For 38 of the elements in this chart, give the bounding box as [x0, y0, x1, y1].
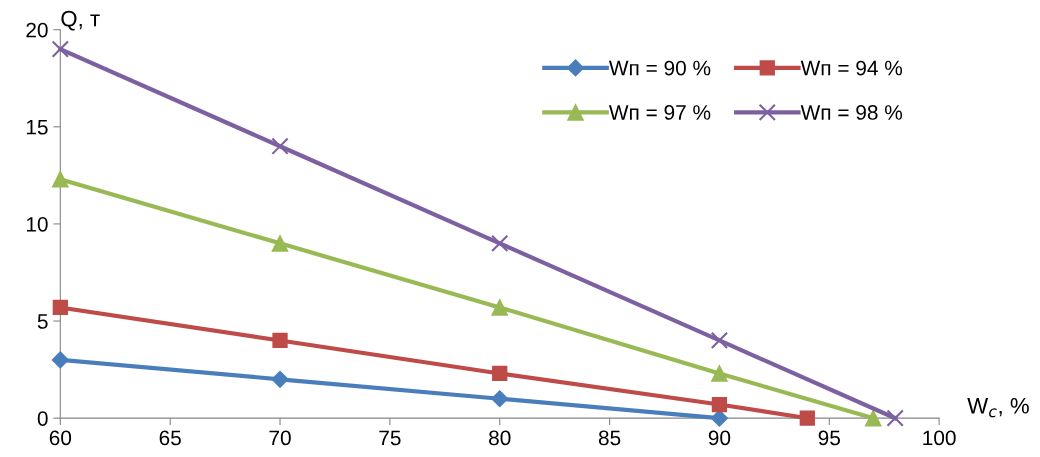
point	[272, 332, 288, 349]
point	[864, 409, 882, 427]
x-tick-label: 70	[269, 430, 291, 446]
x-tick-label: 100	[923, 430, 956, 446]
point	[271, 370, 289, 388]
legend-label: Wп = 98 %	[800, 105, 903, 120]
point	[886, 409, 904, 427]
x-tick-label: 85	[598, 430, 621, 446]
point	[271, 137, 289, 155]
x-axis-title: W$_{с}$, %	[967, 397, 1029, 418]
y-tick-label: 20	[26, 22, 48, 38]
point	[51, 40, 69, 58]
legend-label: Wп = 97 %	[608, 105, 711, 120]
point	[271, 235, 289, 252]
legend-label: Wп = 90 %	[608, 60, 711, 76]
point	[491, 299, 509, 316]
point	[51, 351, 69, 369]
point	[491, 234, 509, 253]
x-tick-label: 95	[818, 430, 840, 446]
x-tick-label: 60	[49, 430, 72, 446]
point	[52, 299, 68, 316]
x-tick-label: 75	[379, 430, 401, 446]
x-tick-label: 65	[159, 430, 181, 446]
point	[711, 365, 728, 382]
point	[711, 396, 728, 413]
y-tick-label: 15	[26, 120, 48, 135]
point	[491, 390, 509, 408]
y-tick-label: 5	[37, 314, 48, 329]
x-tick-label: 90	[708, 430, 731, 446]
y-tick-label: 10	[26, 216, 48, 232]
x-tick-label: 80	[489, 430, 511, 446]
legend-label: Wп = 94 %	[800, 60, 903, 76]
y-tick-label: 0	[37, 411, 48, 426]
y-axis-title: Q, т	[61, 10, 100, 31]
point	[492, 365, 508, 382]
point	[51, 170, 69, 188]
point	[799, 410, 815, 426]
point	[710, 331, 729, 350]
